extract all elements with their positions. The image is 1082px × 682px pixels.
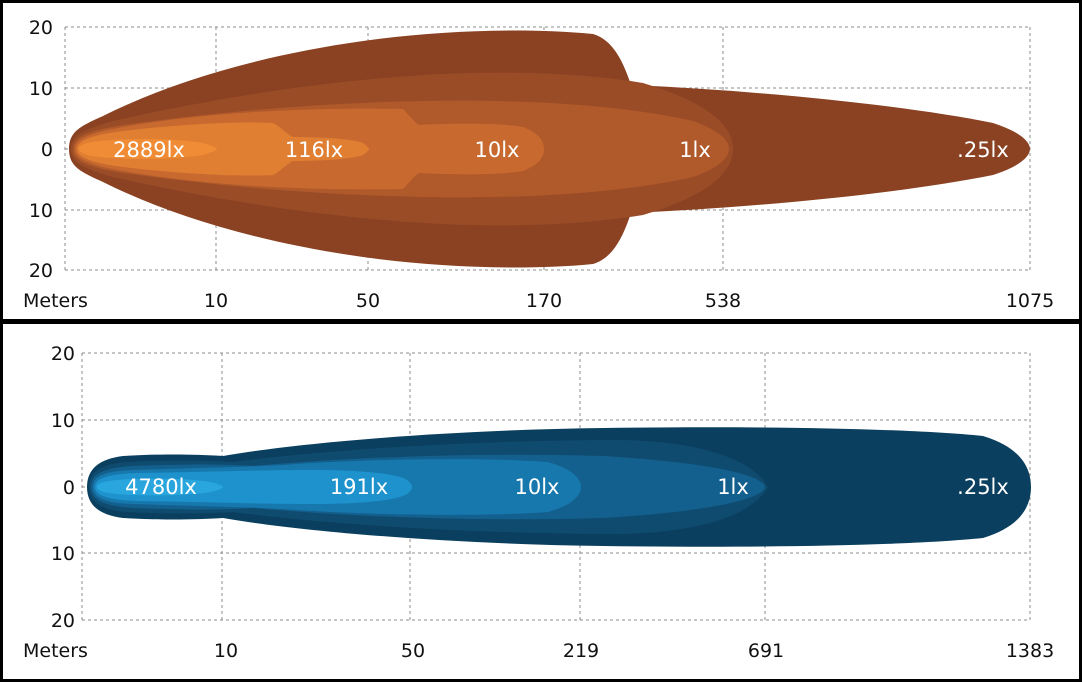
lux-label: 191lx (330, 475, 388, 499)
beam-chart-bottom: 20 10 0 10 20 Meters 10 50 219 691 1383 … (23, 343, 1054, 662)
x-tick-label: 50 (356, 290, 380, 312)
y-tick-label: 0 (63, 477, 75, 499)
y-tick-label: 10 (51, 410, 75, 432)
lux-labels-top: 2889lx 116lx 10lx 1lx .25lx (113, 138, 1009, 162)
lux-labels-bottom: 4780lx 191lx 10lx 1lx .25lx (125, 475, 1009, 499)
x-tick-label: 10 (214, 640, 238, 662)
beam-region-191lx (95, 470, 412, 504)
lux-label: 2889lx (113, 138, 185, 162)
y-tick-label: 10 (51, 543, 75, 565)
y-tick-label: 20 (51, 610, 75, 632)
x-axis-bottom: Meters 10 50 219 691 1383 (23, 640, 1054, 662)
x-tick-label: 50 (401, 640, 425, 662)
x-axis-label: Meters (23, 640, 88, 662)
x-tick-label: 691 (748, 640, 784, 662)
x-tick-label: 1075 (1006, 290, 1054, 312)
chart-panel-top: 20 10 0 10 20 Meters 10 50 170 538 1075 … (0, 0, 1082, 322)
y-tick-label: 10 (29, 78, 53, 100)
beam-shapes-bottom (87, 427, 1031, 547)
x-tick-label: 170 (526, 290, 562, 312)
beam-chart-top: 20 10 0 10 20 Meters 10 50 170 538 1075 … (23, 17, 1054, 312)
lux-label: 10lx (515, 475, 560, 499)
y-axis-top: 20 10 0 10 20 (29, 17, 53, 282)
beam-shapes-top (69, 30, 1030, 268)
lux-label: 116lx (285, 138, 343, 162)
y-tick-label: 20 (29, 260, 53, 282)
y-tick-label: 0 (41, 139, 53, 161)
chart-panel-bottom: 20 10 0 10 20 Meters 10 50 219 691 1383 … (0, 322, 1082, 682)
y-tick-label: 20 (29, 17, 53, 39)
x-tick-label: 10 (204, 290, 228, 312)
x-axis-label: Meters (23, 290, 88, 312)
lux-label: 4780lx (125, 475, 197, 499)
beam-region-4780lx (97, 478, 223, 496)
lux-label: 1lx (679, 138, 711, 162)
lux-label: .25lx (957, 138, 1009, 162)
x-axis-top: Meters 10 50 170 538 1075 (23, 290, 1054, 312)
x-tick-label: 1383 (1006, 640, 1054, 662)
y-axis-bottom: 20 10 0 10 20 (51, 343, 75, 632)
x-tick-label: 538 (705, 290, 741, 312)
x-tick-label: 219 (563, 640, 599, 662)
lux-label: 10lx (475, 138, 520, 162)
beam-region-116lx (77, 122, 369, 176)
beam-region-2889lx (79, 139, 217, 159)
y-tick-label: 10 (29, 200, 53, 222)
y-tick-label: 20 (51, 343, 75, 365)
lux-label: .25lx (957, 475, 1009, 499)
lux-label: 1lx (717, 475, 749, 499)
